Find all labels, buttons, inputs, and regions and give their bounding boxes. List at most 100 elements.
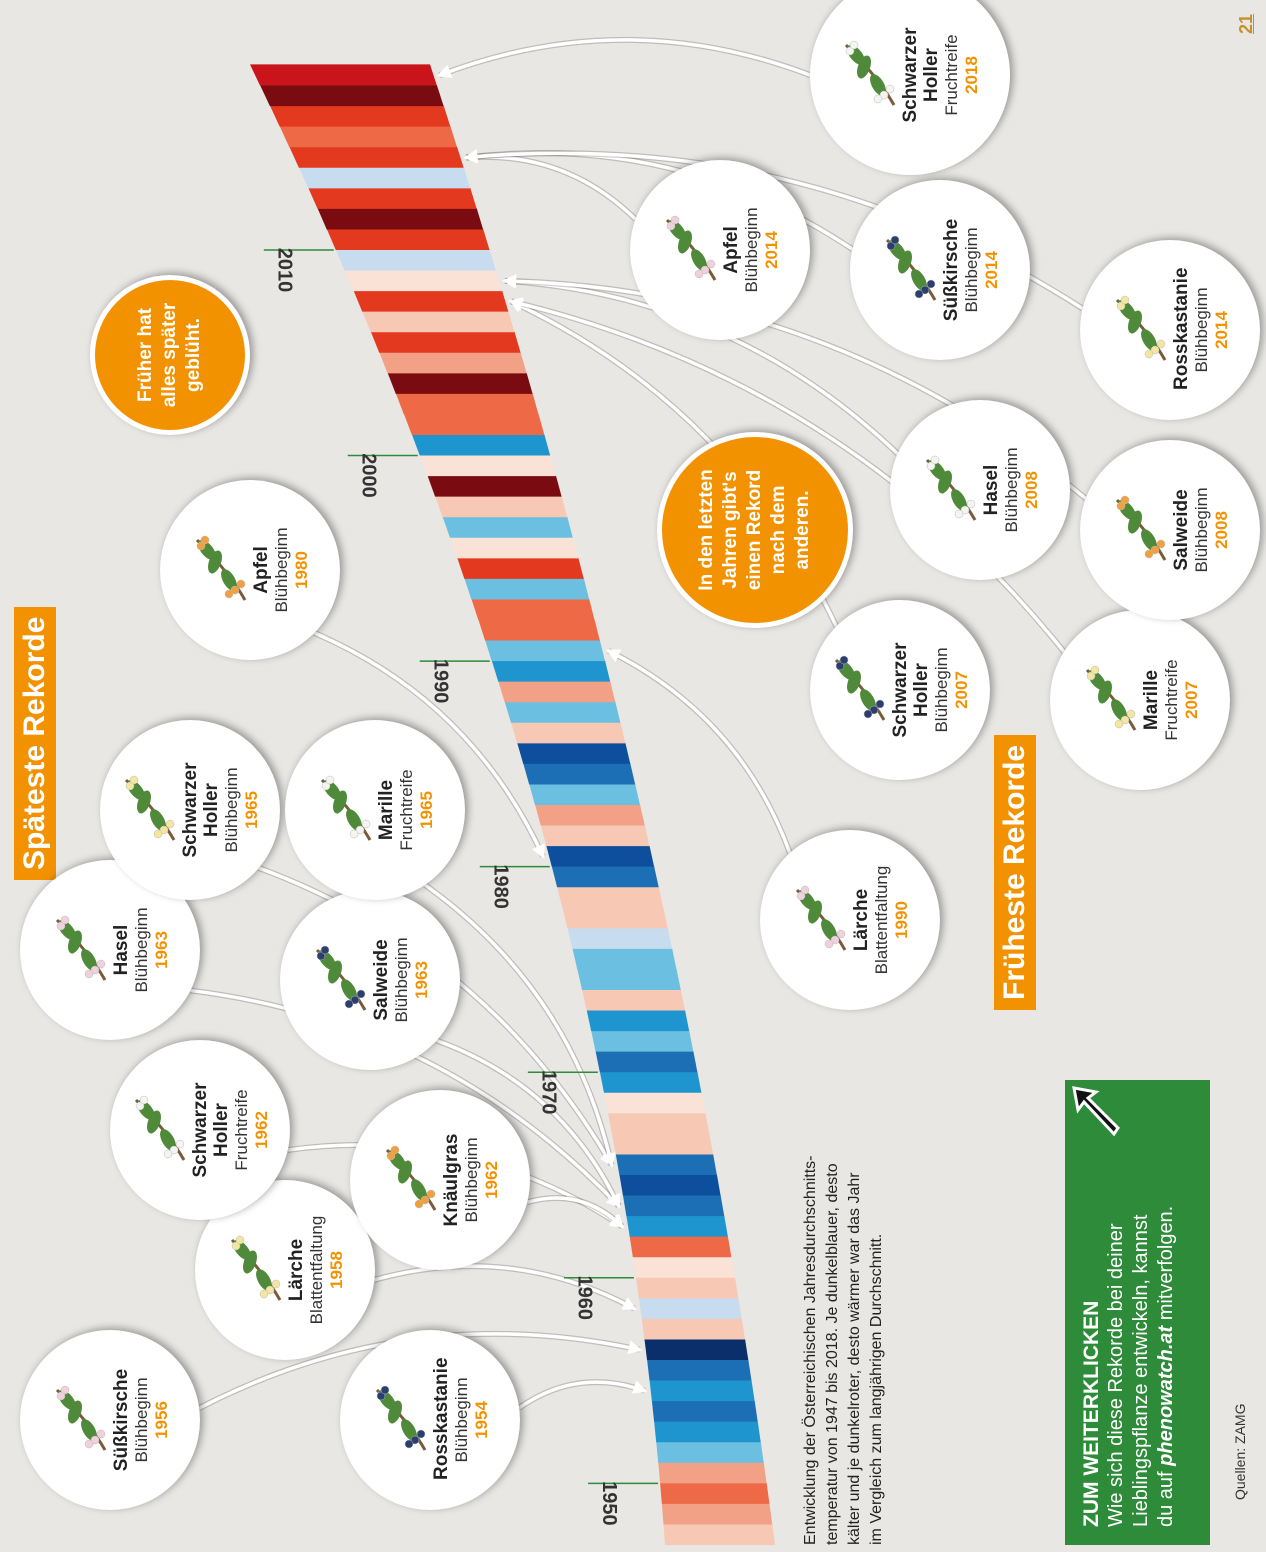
record-year: 2014 <box>762 231 782 269</box>
phase: Fruchtreife <box>232 1089 252 1170</box>
blossom <box>391 1146 399 1154</box>
box-title: ZUM WEITERKLICKEN <box>1079 1098 1104 1527</box>
blossom <box>850 41 858 49</box>
stripe <box>591 1031 693 1052</box>
blossom <box>801 886 809 894</box>
stripe <box>250 64 437 85</box>
stripe <box>642 1318 745 1339</box>
plant-illustration <box>379 1140 441 1220</box>
plant-illustration <box>1109 290 1171 370</box>
stripe <box>660 1483 769 1504</box>
plant-illustration <box>309 940 371 1020</box>
phase: Blühbeginn <box>132 907 152 992</box>
stripe <box>552 866 659 887</box>
record-circle: LärcheBlattentfaltung1990 <box>760 830 940 1010</box>
stripe <box>371 332 521 353</box>
record-year: 1956 <box>152 1401 172 1439</box>
blossom <box>417 1430 425 1438</box>
blossom <box>272 1280 280 1288</box>
stripe <box>478 619 600 640</box>
arrow <box>439 40 810 75</box>
stripe <box>345 270 502 291</box>
stripe <box>652 1401 758 1422</box>
record-year: 1963 <box>412 961 432 999</box>
arrow <box>466 157 635 219</box>
stripe <box>354 291 509 312</box>
blossom <box>61 916 69 924</box>
stripe <box>457 558 584 579</box>
record-year: 2008 <box>1212 511 1232 549</box>
stripe <box>404 414 544 435</box>
stripe <box>623 1195 724 1216</box>
description-line: Entwicklung der Österreichischen Jahresd… <box>800 1045 822 1545</box>
plant-name: Schwarzer Holler <box>180 750 222 870</box>
stripe <box>427 476 561 497</box>
plant-name: Lärche <box>851 889 872 951</box>
stripe <box>650 1380 755 1401</box>
blossom <box>967 500 975 508</box>
record-year: 2007 <box>952 671 972 709</box>
stripe <box>562 907 667 928</box>
phase: Blühbeginn <box>1192 487 1212 572</box>
year-label: 1970 <box>538 1070 560 1115</box>
plant-name: Knäulgras <box>441 1134 462 1227</box>
plant-name: Hasel <box>111 925 132 976</box>
stripe <box>630 1236 732 1257</box>
plant-name: Marille <box>376 780 397 840</box>
record-year: 1980 <box>292 551 312 589</box>
blossom <box>671 216 679 224</box>
blossom <box>825 940 833 948</box>
blossom <box>85 970 93 978</box>
stripe <box>492 661 610 682</box>
plant-illustration <box>369 1380 431 1460</box>
blossom <box>326 776 334 784</box>
record-circle: Schwarzer HollerFruchtreife1962 <box>110 1040 290 1220</box>
record-year: 2014 <box>1212 311 1232 349</box>
phase: Blühbeginn <box>462 1137 482 1222</box>
blossom <box>164 1150 172 1158</box>
phase: Blattentfaltung <box>872 866 892 975</box>
stripe <box>656 1442 763 1463</box>
blossom <box>61 1386 69 1394</box>
early-heading: Früheste Rekorde <box>994 735 1036 1010</box>
record-year: 1962 <box>482 1161 502 1199</box>
blossom <box>357 990 365 998</box>
plant-illustration <box>1079 660 1141 740</box>
stripe <box>443 517 573 538</box>
stripe <box>505 702 621 723</box>
stripe <box>647 1359 751 1380</box>
record-circle: SalweideBlühbeginn2008 <box>1080 440 1260 620</box>
box-text: mitverfolgen. <box>1155 1206 1177 1321</box>
phase: Blühbeginn <box>932 647 952 732</box>
stripe <box>420 455 556 476</box>
blossom <box>350 830 358 838</box>
stripe <box>644 1339 748 1360</box>
phase: Blühbeginn <box>272 527 292 612</box>
stripe <box>289 147 463 168</box>
blossom <box>931 456 939 464</box>
record-circle: HaselBlühbeginn2008 <box>890 400 1070 580</box>
blossom <box>166 820 174 828</box>
phase: Blühbeginn <box>132 1377 152 1462</box>
phase: Blühbeginn <box>392 937 412 1022</box>
description-line: kälter und je dunkelroter, desto wärmer … <box>844 1045 866 1545</box>
record-year: 1965 <box>242 791 262 829</box>
year-label: 2000 <box>357 453 379 498</box>
blossom <box>225 590 233 598</box>
plant-illustration <box>659 210 721 290</box>
plant-illustration <box>49 1380 111 1460</box>
description-line: temperatur von 1947 bis 2018. Je dunkelb… <box>822 1045 844 1545</box>
plant-name: Marille <box>1141 670 1162 730</box>
stripe <box>270 106 450 127</box>
year-label: 1950 <box>598 1481 620 1526</box>
stripe <box>572 948 676 969</box>
plant-name: Süßkirsche <box>111 1369 132 1471</box>
phase: Blühbeginn <box>1192 287 1212 372</box>
blossom <box>915 290 923 298</box>
blossom <box>891 236 899 244</box>
year-label: 1980 <box>489 864 511 909</box>
stripe <box>636 1277 738 1298</box>
late-heading: Späteste Rekorde <box>14 607 56 880</box>
